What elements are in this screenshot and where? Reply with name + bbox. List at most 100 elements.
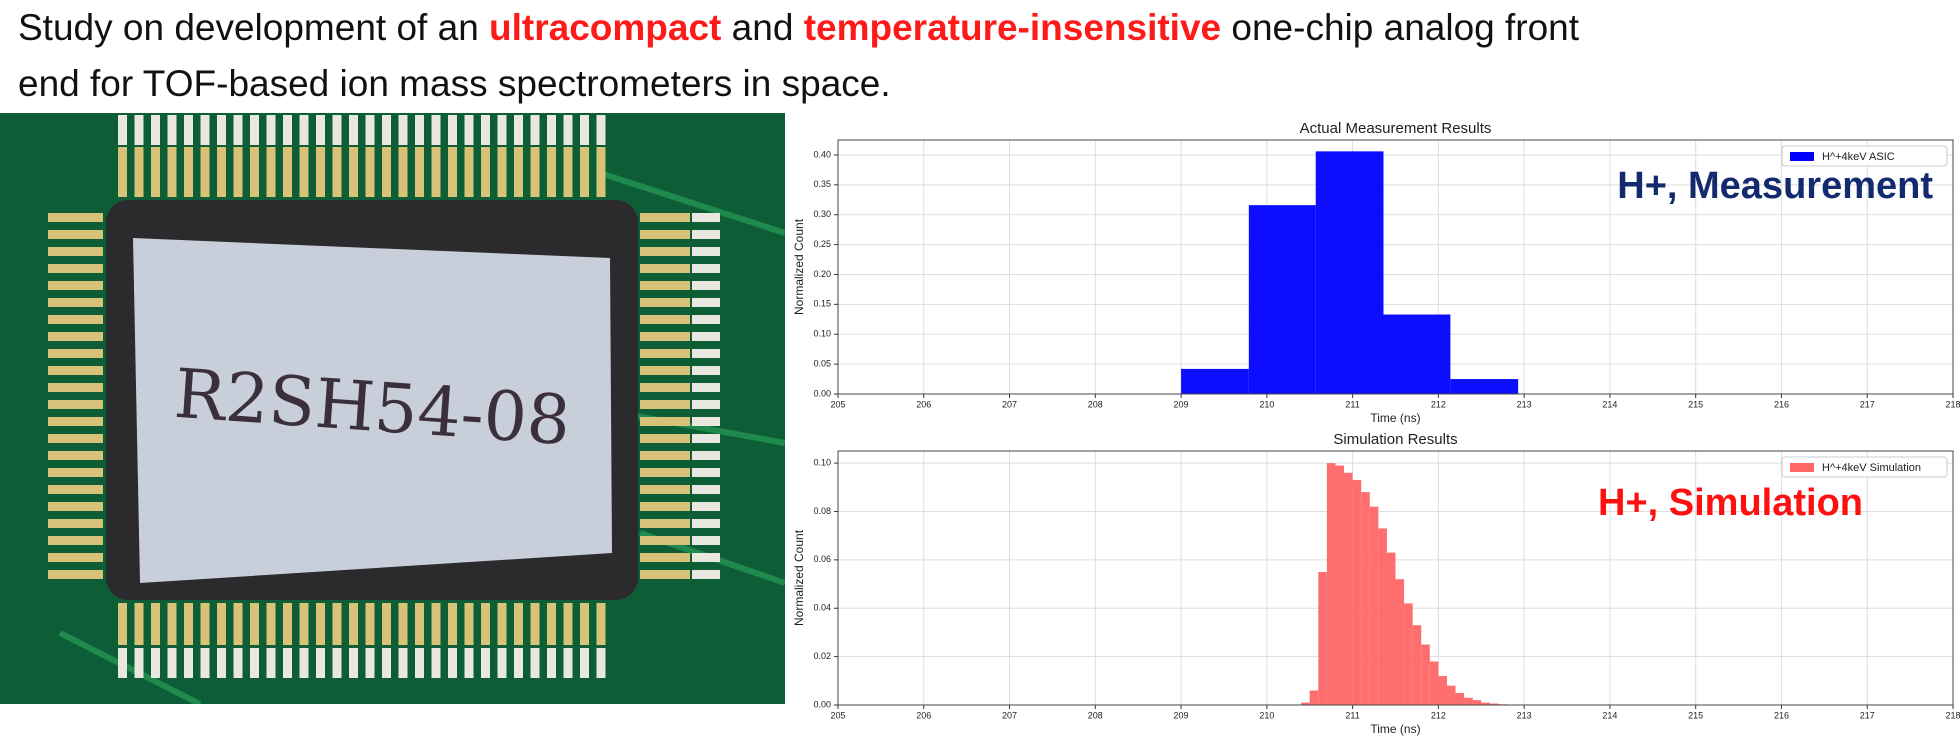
y-tick-label: 0.30	[813, 209, 831, 219]
pin	[250, 603, 259, 645]
pin	[48, 264, 103, 273]
pin	[692, 502, 720, 511]
x-axis-label: Time (ns)	[1370, 722, 1420, 736]
x-tick-label: 214	[1602, 399, 1617, 409]
y-tick-label: 0.25	[813, 239, 831, 249]
bar	[1472, 700, 1482, 705]
chart-title: Simulation Results	[1333, 431, 1457, 448]
pin	[48, 332, 103, 341]
pin	[580, 115, 589, 145]
pin	[640, 264, 690, 273]
pin	[48, 400, 103, 409]
pins	[48, 115, 720, 678]
pin	[497, 603, 507, 645]
pin	[167, 648, 177, 678]
pin	[283, 603, 292, 645]
y-tick-label: 0.20	[813, 269, 831, 279]
title-part: temperature-insensitive	[803, 7, 1222, 48]
pin	[692, 553, 720, 562]
annotation: H+, Measurement	[1617, 165, 1933, 207]
pin	[398, 648, 408, 678]
pin	[640, 536, 690, 545]
pin	[640, 366, 690, 375]
pin	[692, 264, 720, 273]
x-tick-label: 212	[1431, 710, 1446, 720]
pin	[692, 417, 720, 426]
chart-title: Actual Measurement Results	[1300, 120, 1492, 137]
pin	[283, 147, 292, 197]
y-axis-label: Normalized Count	[792, 529, 806, 626]
legend-label: H^+4keV ASIC	[1822, 151, 1895, 163]
pin	[382, 115, 391, 145]
pin	[640, 468, 690, 477]
pin	[233, 147, 243, 197]
y-tick-label: 0.02	[813, 651, 831, 661]
pin	[299, 147, 309, 197]
pin	[349, 603, 358, 645]
pin	[167, 147, 177, 197]
y-axis-label: Normalized Count	[792, 218, 806, 315]
pin	[332, 648, 342, 678]
pin	[118, 115, 127, 145]
pin	[398, 115, 408, 145]
pin	[692, 230, 720, 239]
y-tick-label: 0.35	[813, 179, 831, 189]
pin	[640, 519, 690, 528]
legend-label: H^+4keV Simulation	[1822, 462, 1921, 474]
x-tick-label: 217	[1860, 710, 1875, 720]
pin	[563, 648, 573, 678]
pin	[398, 147, 408, 197]
pin	[48, 485, 103, 494]
pin	[365, 603, 375, 645]
pin	[48, 281, 103, 290]
pin	[514, 603, 523, 645]
bar	[1438, 675, 1447, 705]
pin	[349, 115, 358, 145]
y-tick-label: 0.10	[813, 329, 831, 339]
pin	[316, 115, 325, 145]
pin	[448, 115, 457, 145]
pin	[640, 451, 690, 460]
pin	[48, 230, 103, 239]
pin	[250, 115, 259, 145]
pin	[250, 147, 259, 197]
y-tick-label: 0.08	[813, 506, 831, 516]
x-tick-label: 209	[1174, 710, 1189, 720]
pin	[48, 417, 103, 426]
pin	[217, 147, 226, 197]
pin	[448, 147, 457, 197]
bar	[1318, 571, 1327, 705]
pin	[692, 281, 720, 290]
pin	[217, 603, 226, 645]
pin	[200, 648, 210, 678]
pin	[640, 332, 690, 341]
pin	[692, 315, 720, 324]
pin	[250, 648, 259, 678]
pin	[640, 230, 690, 239]
legend-swatch	[1790, 463, 1814, 472]
pin	[316, 147, 325, 197]
bar	[1450, 379, 1519, 394]
x-tick-label: 211	[1345, 710, 1359, 720]
pin	[48, 502, 103, 511]
pin	[692, 298, 720, 307]
pin	[349, 648, 358, 678]
pin	[266, 603, 276, 645]
pin	[692, 332, 720, 341]
pin	[151, 603, 160, 645]
pin	[640, 434, 690, 443]
x-tick-label: 213	[1517, 710, 1532, 720]
bar	[1481, 702, 1490, 705]
x-tick-label: 216	[1774, 399, 1789, 409]
pin	[640, 417, 690, 426]
label-paper	[133, 238, 612, 583]
pin	[692, 400, 720, 409]
pin	[217, 115, 226, 145]
pin	[514, 648, 523, 678]
pin	[530, 603, 540, 645]
pin	[184, 648, 193, 678]
x-tick-label: 211	[1345, 399, 1359, 409]
pin	[151, 115, 160, 145]
pin	[481, 147, 490, 197]
